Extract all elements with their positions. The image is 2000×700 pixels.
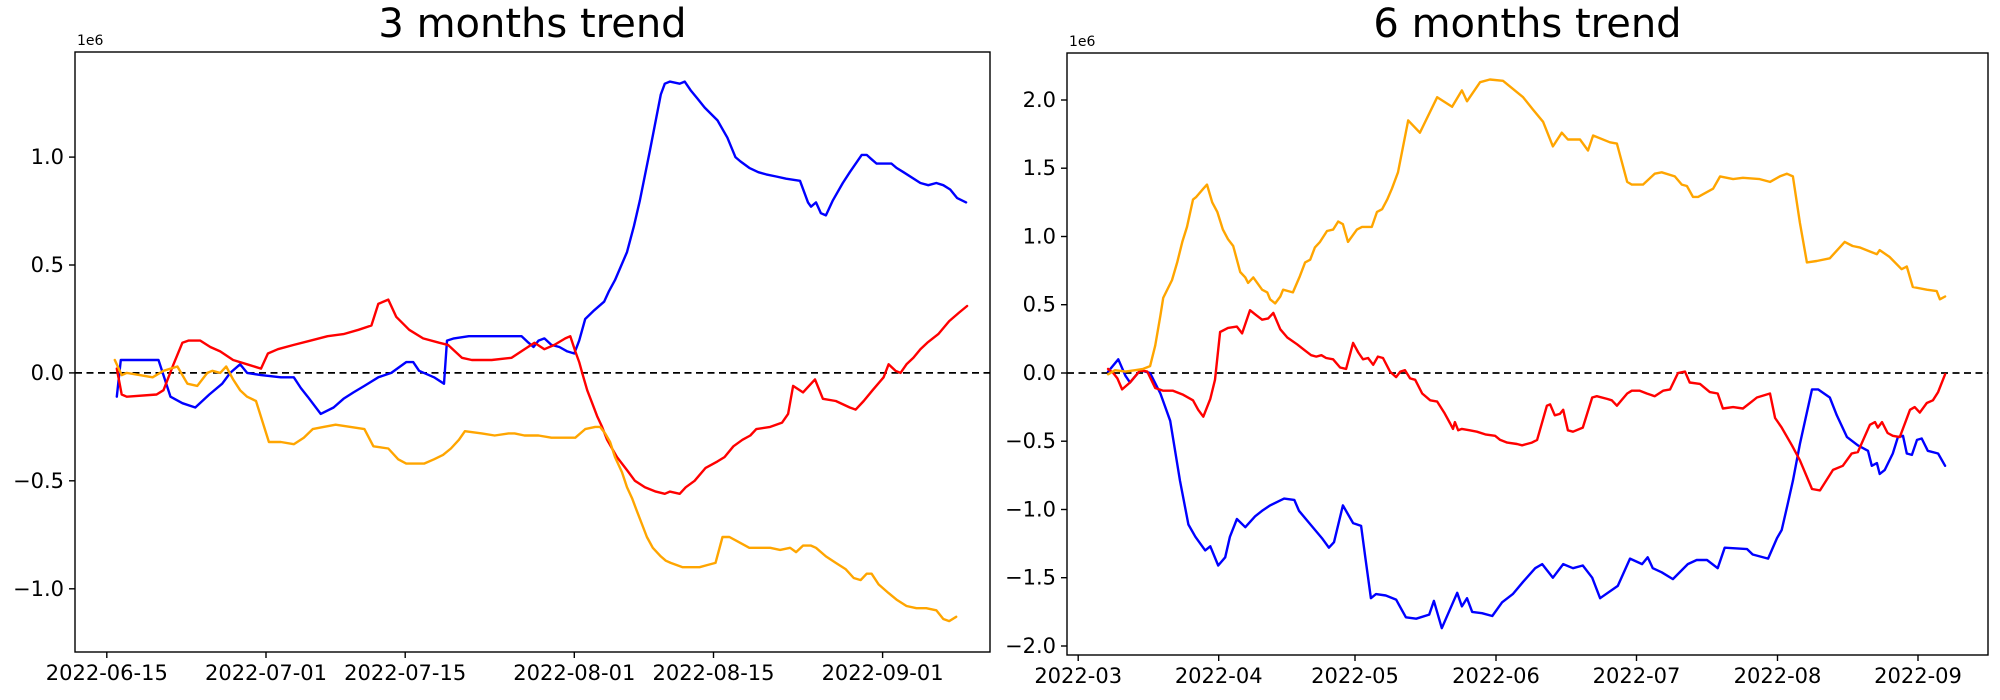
plot-border xyxy=(74,51,991,653)
chart-title: 6 months trend xyxy=(1373,1,1682,47)
x-axis-tick-label: 2022-03 xyxy=(1034,664,1122,688)
chart-6-months-canvas: 2022-03 2022-04 2022-05 2022-06 2022-07 2022-… xyxy=(1005,34,1989,688)
chart-3-months-canvas: 2022-06-15 2022-07-01 2022-07-15 2022-08-01… xyxy=(13,33,991,685)
chart-title: 3 months trend xyxy=(378,1,687,47)
x-axis-tick-label: 2022-09 xyxy=(1874,664,1962,688)
x-axis-tick-label: 2022-06-15 xyxy=(46,661,168,685)
y-axis-tick-label: 0.0 xyxy=(1023,361,1056,385)
y-axis-tick-label: 0.5 xyxy=(1023,293,1056,317)
plot-border xyxy=(1066,52,1989,656)
x-axis-tick-label: 2022-07 xyxy=(1593,664,1681,688)
series-line-red xyxy=(115,298,969,495)
x-axis-tick-label: 2022-08-01 xyxy=(513,661,635,685)
y-axis-tick-label: −0.5 xyxy=(1005,429,1056,453)
y-axis-tick-label: 1.0 xyxy=(31,145,64,169)
chart-3-months-trend: 3 months trend 2022-06-15 2022-07-01 2022-… xyxy=(13,1,991,685)
y-axis-tick-label: −0.5 xyxy=(13,469,64,493)
x-axis-tick-label: 2022-04 xyxy=(1175,664,1263,688)
series-line-orange xyxy=(1106,78,1947,376)
series-line-red xyxy=(1106,309,1947,492)
x-axis-tick-label: 2022-05 xyxy=(1311,664,1399,688)
x-axis-tick-label: 2022-08 xyxy=(1734,664,1822,688)
x-axis-tick-label: 2022-07-01 xyxy=(205,661,327,685)
y-axis-tick-label: 1.0 xyxy=(1023,225,1056,249)
axis-offset-label: 1e6 xyxy=(77,33,104,49)
x-axis-tick-label: 2022-07-15 xyxy=(344,661,466,685)
y-axis-tick-label: −1.5 xyxy=(1005,566,1056,590)
y-axis-tick-label: 0.5 xyxy=(31,253,64,277)
x-axis-tick-label: 2022-09-01 xyxy=(822,661,944,685)
axis-offset-label: 1e6 xyxy=(1069,34,1096,50)
x-axis-tick-label: 2022-08-15 xyxy=(652,661,774,685)
series-line-blue xyxy=(1106,358,1947,630)
y-axis-tick-label: 2.0 xyxy=(1023,88,1056,112)
chart-6-months-trend: 6 months trend 2022-03 2022-04 2022-05 2022… xyxy=(1000,0,2000,700)
y-axis-tick-label: 0.0 xyxy=(31,361,64,385)
y-axis-tick-label: 1.5 xyxy=(1023,156,1056,180)
series-line-orange xyxy=(113,358,958,623)
y-axis-tick-label: −1.0 xyxy=(1005,498,1056,522)
series-line-blue xyxy=(115,80,968,416)
y-axis-tick-label: −2.0 xyxy=(1005,634,1056,658)
x-axis-tick-label: 2022-06 xyxy=(1452,664,1540,688)
y-axis-tick-label: −1.0 xyxy=(13,577,64,601)
